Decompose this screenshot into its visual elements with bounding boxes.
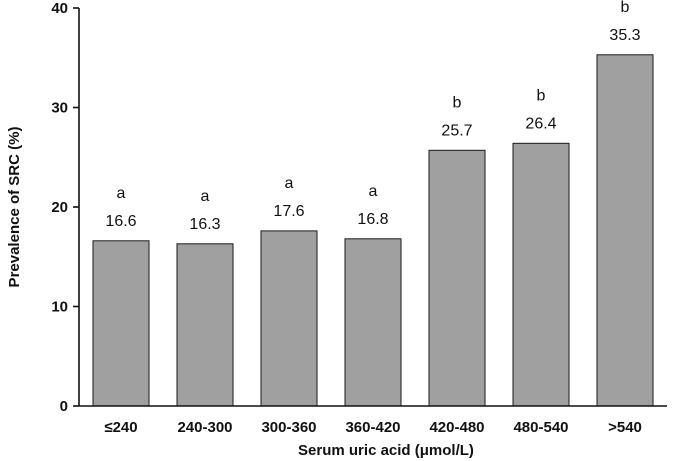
bar-0	[92, 240, 150, 407]
group-letter-2: a	[285, 175, 294, 192]
value-label-6: 35.3	[609, 27, 640, 44]
bar-2	[260, 230, 318, 407]
x-tick-label-5: 480-540	[513, 419, 568, 436]
bars-group	[92, 54, 654, 407]
value-label-0: 16.6	[105, 213, 136, 230]
value-label-2: 17.6	[273, 203, 304, 220]
bar-6	[596, 54, 654, 407]
y-tick-label-1: 10	[51, 299, 68, 316]
x-tick-label-4: 420-480	[429, 419, 484, 436]
x-tick-label-1: 240-300	[177, 419, 232, 436]
y-tick-label-2: 20	[51, 199, 68, 216]
x-tick-label-2: 300-360	[261, 419, 316, 436]
x-axis: ≤240 240-300 300-360 360-420 420-480 480-540 >…	[79, 405, 667, 436]
y-tick-label-0: 0	[60, 398, 68, 415]
group-letter-5: b	[537, 87, 546, 104]
group-letter-6: b	[621, 0, 630, 16]
group-letter-0: a	[117, 185, 126, 202]
bar-1	[176, 243, 234, 407]
bar-3	[344, 238, 402, 407]
x-tick-label-6: >540	[608, 419, 642, 436]
bar-5	[512, 142, 570, 407]
data-labels-group: 16.6 a 16.3 a 17.6 a 16.8 a 25.7 b 26.4 b 35.3 b	[105, 0, 640, 233]
x-tick-label-0: ≤240	[104, 419, 137, 436]
x-axis-title: Serum uric acid (μmol/L)	[298, 442, 474, 459]
group-letter-1: a	[201, 188, 210, 205]
y-tick-label-4: 40	[51, 0, 68, 17]
group-letter-4: b	[453, 94, 462, 111]
group-letter-3: a	[369, 183, 378, 200]
value-label-1: 16.3	[189, 216, 220, 233]
y-axis-title: Prevalence of SRC (%)	[6, 127, 23, 288]
x-tick-label-3: 360-420	[345, 419, 400, 436]
y-tick-label-3: 30	[51, 100, 68, 117]
value-label-5: 26.4	[525, 115, 556, 132]
bar-4	[428, 149, 486, 407]
value-label-4: 25.7	[441, 122, 472, 139]
value-label-3: 16.8	[357, 211, 388, 228]
y-axis: 0 10 20 30 40	[51, 0, 80, 415]
